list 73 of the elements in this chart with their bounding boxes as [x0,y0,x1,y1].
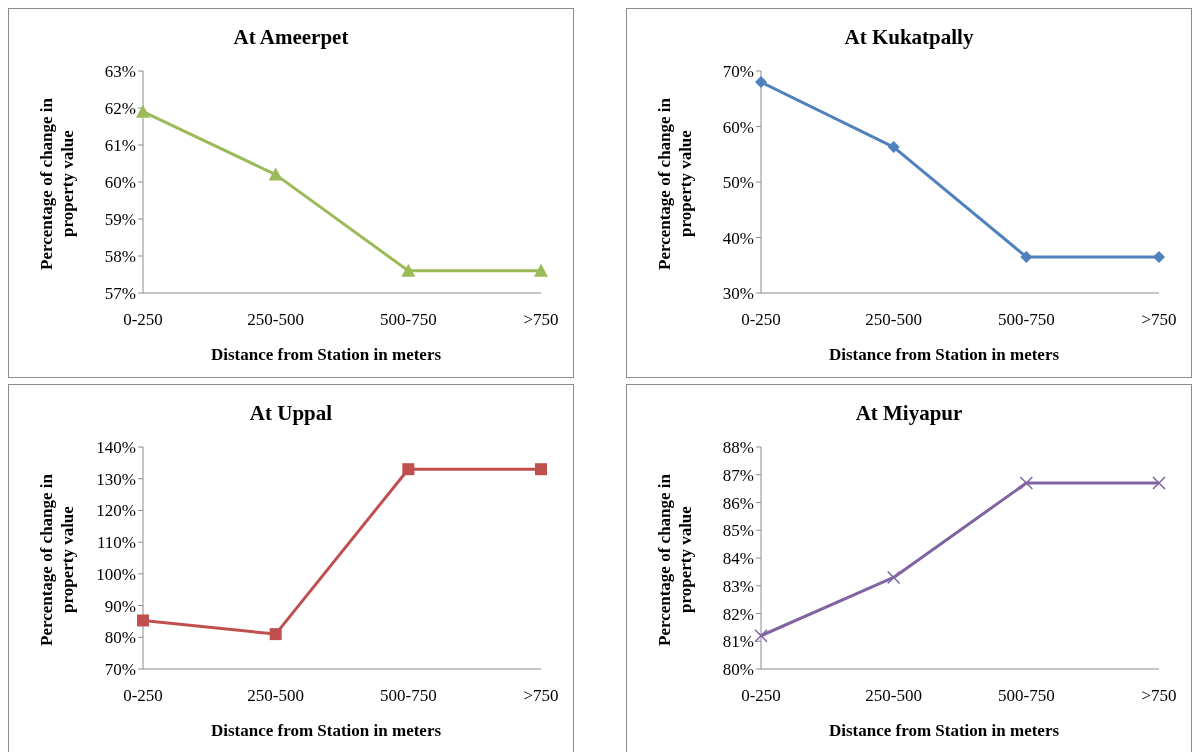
point [754,628,768,643]
y-tick-label: 63% [104,62,136,82]
y-tick-label: 60% [104,173,136,193]
y-tick-label: 120% [96,501,136,521]
x-tick-label: 0-250 [741,310,781,330]
y-axis-title: Percentage of change in property value [36,473,78,648]
y-tick-label: 87% [722,465,754,485]
y-tick-label: 130% [96,469,136,489]
chart-title: At Kukatpally [843,25,975,50]
point [1153,250,1165,263]
x-tick-label: 500-750 [380,686,437,706]
x-tick-label: 500-750 [380,310,437,330]
y-tick-label: 85% [722,521,754,541]
x-tick-label: >750 [523,686,559,706]
y-tick-label: 62% [104,99,136,119]
chart-title: At Miyapur [854,401,964,426]
x-tick-label: 250-500 [865,686,922,706]
y-tick-label: 50% [722,173,754,193]
point [887,141,900,154]
point [886,570,901,585]
x-axis-title: Distance from Station in meters [209,721,443,741]
point [137,614,149,627]
x-tick-label: 500-750 [998,310,1055,330]
x-tick-label: 0-250 [123,686,163,706]
point [1152,476,1166,490]
y-tick-label: 60% [722,117,754,137]
point [534,263,548,277]
y-tick-label: 90% [104,596,136,616]
y-axis-title: Percentage of change in property value [654,97,696,272]
y-axis-title: Percentage of change in property value [654,473,696,648]
y-tick-label: 82% [722,604,754,624]
y-tick-label: 86% [722,493,754,513]
y-tick-label: 58% [104,247,136,267]
x-tick-label: 250-500 [865,310,922,330]
point [755,76,767,89]
point [1019,476,1034,490]
y-tick-label: 70% [722,62,754,82]
y-tick-label: 110% [96,533,136,553]
x-axis-title: Distance from Station in meters [827,345,1061,365]
x-tick-label: 0-250 [741,686,781,706]
y-tick-label: 100% [96,564,136,584]
y-axis-title: Percentage of change in property value [36,97,78,272]
x-tick-label: >750 [1141,310,1177,330]
chart-title: At Uppal [248,401,334,426]
y-tick-label: 70% [104,660,136,680]
point [1020,250,1033,263]
y-tick-label: 140% [96,438,136,458]
y-tick-label: 80% [104,628,136,648]
point [136,104,150,118]
y-tick-label: 80% [722,660,754,680]
x-tick-label: >750 [523,310,559,330]
point [401,263,416,277]
point [269,628,282,641]
point [535,463,547,476]
y-tick-label: 83% [722,576,754,596]
x-tick-label: 0-250 [123,310,163,330]
y-tick-label: 81% [722,632,754,652]
x-tick-label: >750 [1141,686,1177,706]
y-tick-label: 40% [722,228,754,248]
x-axis-title: Distance from Station in meters [209,345,443,365]
x-axis-title: Distance from Station in meters [827,721,1061,741]
y-tick-label: 30% [722,284,754,304]
x-tick-label: 250-500 [247,310,304,330]
y-tick-label: 88% [722,438,754,458]
chart-title: At Ameerpet [232,25,350,50]
point [268,167,283,181]
x-tick-label: 500-750 [998,686,1055,706]
y-tick-label: 84% [722,549,754,569]
point [402,463,415,476]
y-tick-label: 61% [104,136,136,156]
y-tick-label: 57% [104,284,136,304]
x-tick-label: 250-500 [247,686,304,706]
y-tick-label: 59% [104,210,136,230]
